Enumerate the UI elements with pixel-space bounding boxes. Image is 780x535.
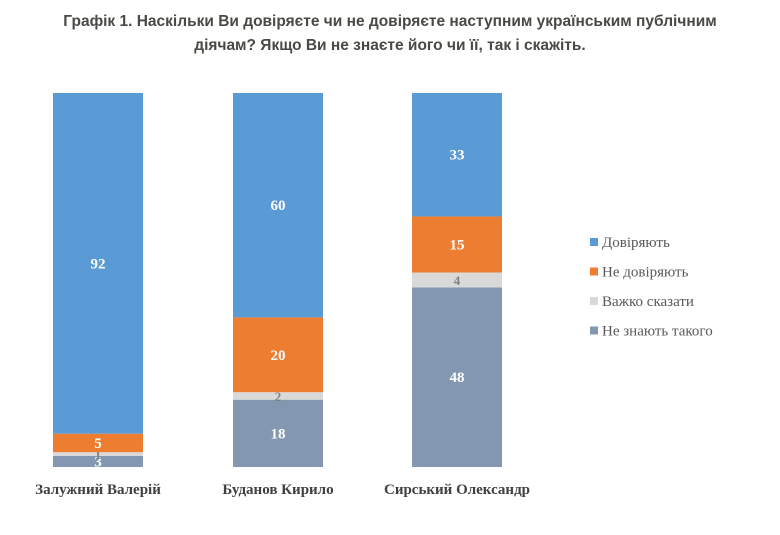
data-label: 1 [95,447,102,462]
data-label: 5 [94,436,102,452]
bar-segment [53,452,143,456]
data-label: 2 [275,389,282,404]
bar-segment [53,455,143,467]
bar-segment [233,317,323,393]
legend-swatch [590,238,598,246]
legend-label: Не довіряють [602,265,689,281]
legend-swatch [590,267,598,276]
legend-label: Довіряють [602,235,670,251]
data-label: 92 [91,256,106,272]
title-line-2: діячам? Якщо Ви не знаєте його чи її, та… [194,37,586,54]
data-label: 48 [450,370,465,386]
title-line-1: Графік 1. Наскільки Ви довіряєте чи не д… [63,13,717,30]
data-label: 18 [271,426,286,442]
data-label: 3 [94,454,102,470]
data-label: 15 [450,237,465,253]
chart-title: Графік 1. Наскільки Ви довіряєте чи не д… [0,10,780,58]
bar-segment [412,287,502,467]
bar-segment [53,433,143,453]
legend-label: Важко сказати [602,294,694,310]
category-label: Буданов Кирило [222,482,333,498]
bar-segment [412,93,502,217]
bar-segment [233,392,323,400]
data-label: 20 [271,348,286,364]
bar-segment [233,93,323,318]
data-label: 4 [454,273,461,288]
data-label: 60 [271,198,286,214]
bar-segment [412,272,502,288]
legend-swatch [590,297,598,305]
legend-label: Не знають такого [602,324,713,340]
category-label: Сирський Олександр [384,482,530,498]
bar-segment [53,93,143,434]
legend-swatch [590,326,598,335]
bar-segment [233,399,323,467]
data-label: 33 [450,148,465,164]
category-label: Залужний Валерій [35,482,161,498]
bar-segment [412,216,502,273]
